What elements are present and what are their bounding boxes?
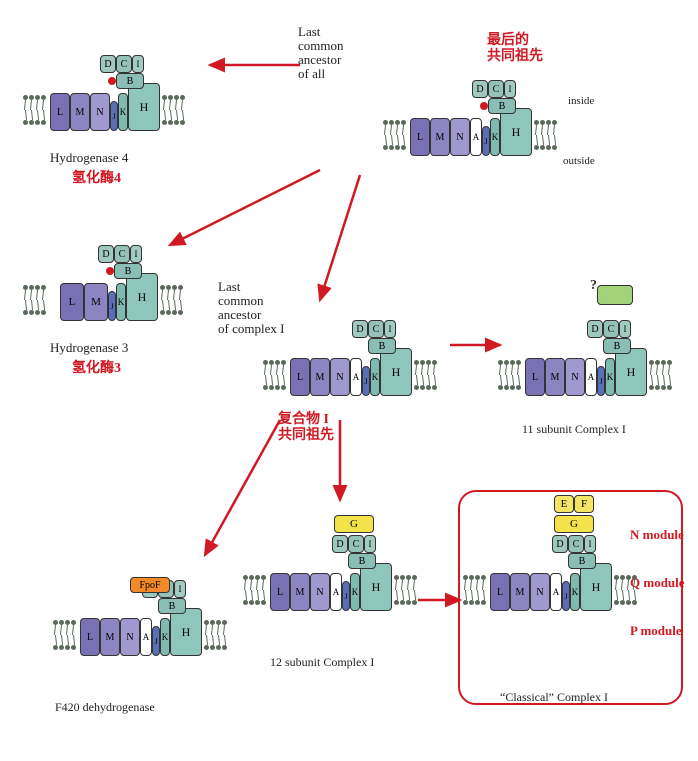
label-hyd4_en: Hydrogenase 4 (50, 150, 170, 166)
label-lca_c1_cn: 复合物 I 共同祖先 (278, 412, 378, 444)
label-eleven: 11 subunit Complex I (522, 422, 672, 437)
label-hyd3_en: Hydrogenase 3 (50, 340, 170, 356)
label-classical: “Classical” Complex I (500, 690, 660, 705)
label-f420: F420 dehydrogenase (55, 700, 205, 715)
label-hyd4_cn: 氢化酶4 (72, 167, 172, 187)
label-hyd3_cn: 氢化酶3 (72, 357, 172, 377)
label-inside: inside (568, 95, 618, 107)
label-question: ? (590, 278, 610, 294)
arrow (170, 170, 320, 245)
arrow (205, 420, 280, 555)
label-qmod: Q module (630, 575, 698, 591)
classical-highlight-box (458, 490, 683, 705)
arrow (320, 175, 360, 300)
label-lca_all_en: Last common ancestor of all (298, 25, 378, 81)
label-outside: outside (563, 155, 618, 167)
label-lca_c1_en: Last common ancestor of complex I (218, 280, 308, 336)
label-twelve: 12 subunit Complex I (270, 655, 420, 670)
label-nmod: N module (630, 527, 698, 543)
label-lca_all_cn: 最后的 共同祖先 (487, 33, 577, 65)
label-pmod: P module (630, 623, 698, 639)
